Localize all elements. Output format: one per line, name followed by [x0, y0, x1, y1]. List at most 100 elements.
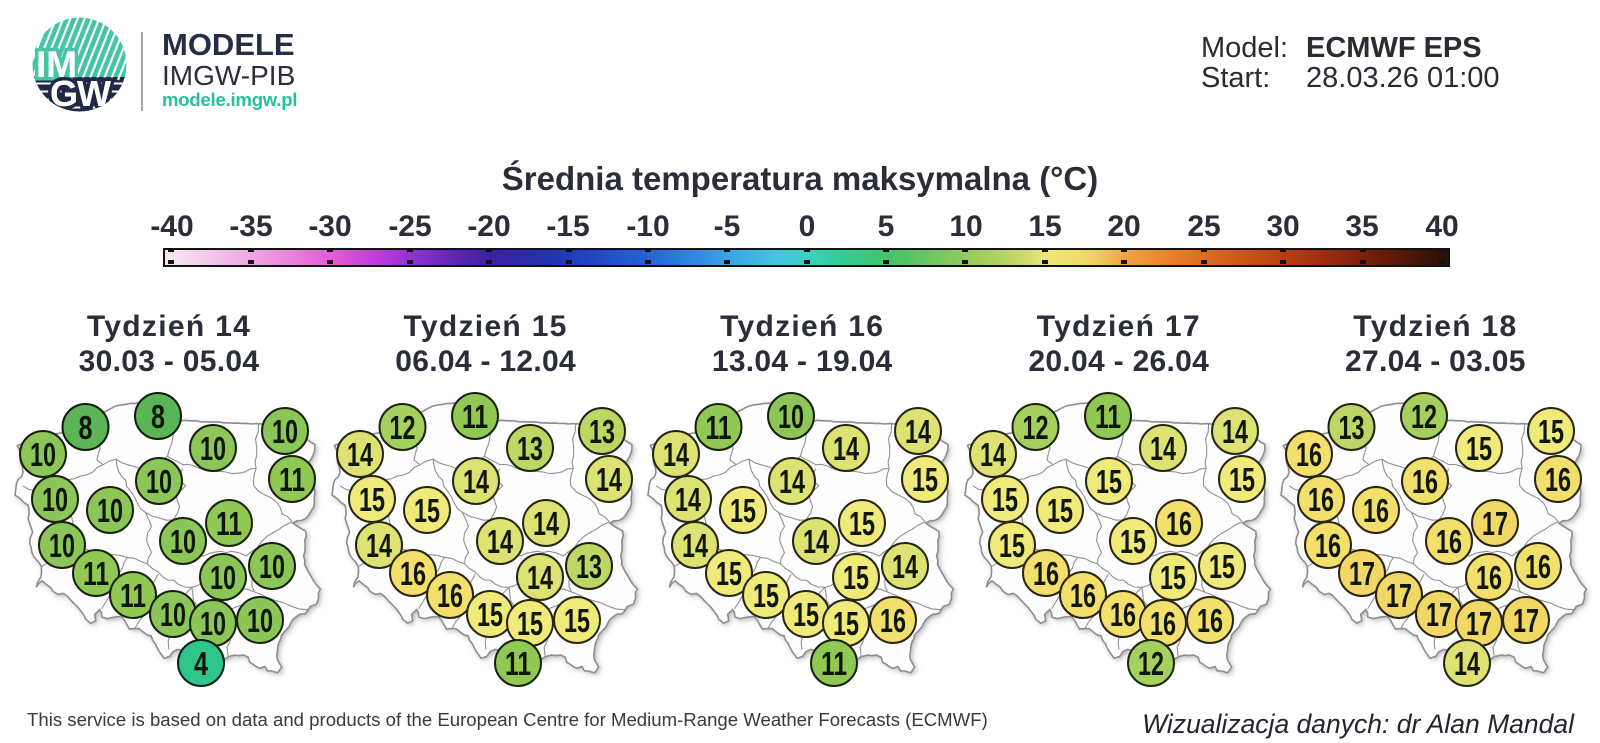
svg-text:15: 15 [1160, 559, 1186, 596]
svg-text:15: 15 [564, 602, 590, 639]
svg-text:15: 15 [1229, 461, 1255, 498]
svg-text:10: 10 [200, 605, 226, 642]
svg-text:15: 15 [1538, 413, 1564, 450]
svg-text:10: 10 [30, 436, 56, 473]
svg-text:11: 11 [216, 505, 242, 542]
svg-text:10: 10 [146, 463, 172, 500]
svg-text:14: 14 [527, 559, 553, 596]
svg-text:15: 15 [833, 605, 859, 642]
svg-text:14: 14 [1222, 413, 1248, 450]
svg-text:16: 16 [1436, 523, 1462, 560]
svg-text:14: 14 [675, 481, 701, 518]
svg-text:14: 14 [663, 436, 689, 473]
svg-text:10: 10 [170, 523, 196, 560]
svg-text:16: 16 [1545, 461, 1571, 498]
svg-text:16: 16 [1525, 548, 1551, 585]
svg-text:15: 15 [992, 481, 1018, 518]
svg-text:GW: GW [50, 73, 111, 113]
svg-text:GW: GW [50, 73, 111, 113]
svg-text:17: 17 [1466, 605, 1492, 642]
svg-text:16: 16 [880, 602, 906, 639]
svg-text:10: 10 [778, 398, 804, 435]
svg-text:16: 16 [437, 577, 463, 614]
svg-text:13: 13 [576, 548, 602, 585]
svg-text:17: 17 [1513, 602, 1539, 639]
svg-text:IM: IM [36, 44, 77, 85]
svg-text:14: 14 [779, 463, 805, 500]
svg-text:16: 16 [1308, 481, 1334, 518]
svg-text:11: 11 [120, 577, 146, 614]
svg-text:12: 12 [1138, 645, 1164, 682]
svg-text:17: 17 [1349, 555, 1375, 592]
svg-text:14: 14 [905, 413, 931, 450]
svg-text:16: 16 [1110, 596, 1136, 633]
svg-text:IM: IM [36, 44, 77, 85]
svg-text:12: 12 [1411, 398, 1437, 435]
svg-text:15: 15 [359, 481, 385, 518]
svg-text:14: 14 [533, 505, 559, 542]
svg-text:10: 10 [200, 430, 226, 467]
svg-text:13: 13 [1339, 409, 1365, 446]
svg-text:14: 14 [980, 436, 1006, 473]
svg-text:16: 16 [1296, 436, 1322, 473]
svg-text:10: 10 [49, 527, 75, 564]
svg-text:14: 14 [463, 463, 489, 500]
svg-text:16: 16 [1476, 559, 1502, 596]
svg-text:10: 10 [42, 481, 68, 518]
svg-text:11: 11 [462, 398, 488, 435]
svg-text:16: 16 [1070, 577, 1096, 614]
svg-text:17: 17 [1426, 596, 1452, 633]
svg-text:15: 15 [730, 492, 756, 529]
svg-text:15: 15 [912, 461, 938, 498]
svg-text:13: 13 [589, 413, 615, 450]
svg-text:11: 11 [821, 645, 847, 682]
svg-text:14: 14 [1150, 430, 1176, 467]
svg-text:15: 15 [793, 596, 819, 633]
svg-text:8: 8 [79, 409, 93, 446]
svg-text:15: 15 [1047, 492, 1073, 529]
svg-text:11: 11 [279, 461, 305, 498]
svg-text:15: 15 [843, 559, 869, 596]
svg-text:16: 16 [1412, 463, 1438, 500]
svg-text:14: 14 [1454, 645, 1480, 682]
svg-text:14: 14 [892, 548, 918, 585]
svg-text:17: 17 [1482, 505, 1508, 542]
svg-text:16: 16 [1033, 555, 1059, 592]
svg-text:15: 15 [1096, 463, 1122, 500]
svg-text:12: 12 [1022, 409, 1048, 446]
svg-text:14: 14 [487, 523, 513, 560]
svg-text:16: 16 [1166, 505, 1192, 542]
svg-text:14: 14 [833, 430, 859, 467]
svg-text:11: 11 [83, 555, 109, 592]
svg-text:15: 15 [1466, 430, 1492, 467]
svg-text:14: 14 [803, 523, 829, 560]
svg-text:10: 10 [160, 596, 186, 633]
svg-text:16: 16 [1150, 605, 1176, 642]
svg-text:15: 15 [517, 605, 543, 642]
svg-text:11: 11 [1095, 398, 1121, 435]
svg-text:11: 11 [505, 645, 531, 682]
svg-text:15: 15 [1120, 523, 1146, 560]
svg-text:15: 15 [414, 492, 440, 529]
svg-text:16: 16 [1315, 527, 1341, 564]
svg-text:14: 14 [682, 527, 708, 564]
svg-text:15: 15 [849, 505, 875, 542]
svg-text:13: 13 [517, 430, 543, 467]
svg-text:15: 15 [716, 555, 742, 592]
svg-text:16: 16 [400, 555, 426, 592]
svg-text:10: 10 [97, 492, 123, 529]
svg-text:11: 11 [706, 409, 732, 446]
svg-text:15: 15 [477, 596, 503, 633]
svg-text:10: 10 [259, 548, 285, 585]
svg-text:17: 17 [1386, 577, 1412, 614]
svg-text:4: 4 [194, 645, 208, 682]
svg-text:8: 8 [151, 398, 165, 435]
svg-text:12: 12 [389, 409, 415, 446]
svg-text:10: 10 [272, 413, 298, 450]
svg-text:10: 10 [247, 602, 273, 639]
svg-text:14: 14 [347, 436, 373, 473]
svg-text:15: 15 [999, 527, 1025, 564]
svg-text:10: 10 [210, 559, 236, 596]
svg-text:14: 14 [366, 527, 392, 564]
svg-text:15: 15 [1209, 548, 1235, 585]
